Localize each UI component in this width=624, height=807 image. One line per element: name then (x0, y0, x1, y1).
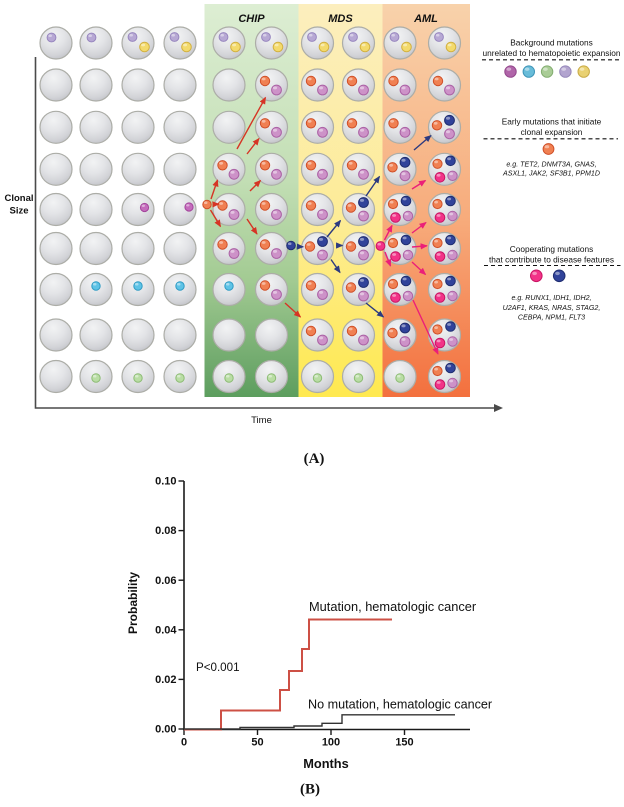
svg-text:150: 150 (395, 737, 413, 749)
svg-text:(A): (A) (304, 451, 325, 467)
svg-text:P<0.001: P<0.001 (196, 661, 240, 674)
svg-text:U2AF1, KRAS, NRAS, STAG2,: U2AF1, KRAS, NRAS, STAG2, (503, 304, 601, 312)
svg-text:Cooperating mutations: Cooperating mutations (510, 244, 593, 254)
svg-text:50: 50 (251, 737, 263, 749)
svg-text:e.g. TET2, DNMT3A, GNAS,: e.g. TET2, DNMT3A, GNAS, (506, 161, 596, 169)
svg-text:(B): (B) (300, 782, 320, 798)
svg-text:Probability: Probability (126, 572, 140, 634)
svg-text:e.g. RUNX1, IDH1, IDH2,: e.g. RUNX1, IDH1, IDH2, (511, 294, 591, 302)
svg-text:Early mutations that initiate: Early mutations that initiate (502, 116, 602, 126)
svg-text:No mutation, hematologic cance: No mutation, hematologic cancer (308, 698, 492, 712)
svg-text:Mutation, hematologic cancer: Mutation, hematologic cancer (309, 599, 477, 614)
svg-text:0: 0 (181, 737, 187, 749)
svg-text:0.06: 0.06 (155, 575, 176, 587)
svg-text:0.10: 0.10 (155, 476, 176, 488)
svg-text:clonal expansion: clonal expansion (521, 127, 583, 137)
svg-text:ASXL1, JAK2, SF3B1, PPM1D: ASXL1, JAK2, SF3B1, PPM1D (502, 169, 600, 177)
svg-text:Clonal: Clonal (4, 193, 33, 204)
svg-text:Size: Size (9, 206, 28, 217)
svg-text:MDS: MDS (328, 13, 353, 25)
svg-text:that contribute to disease fea: that contribute to disease features (489, 254, 614, 264)
svg-text:Months: Months (303, 756, 349, 771)
svg-text:Background mutations: Background mutations (510, 38, 593, 48)
svg-text:0.00: 0.00 (155, 724, 176, 736)
svg-text:Time: Time (251, 415, 272, 426)
svg-text:0.04: 0.04 (155, 624, 177, 636)
svg-text:CHIP: CHIP (238, 13, 265, 25)
svg-text:100: 100 (322, 737, 340, 749)
svg-text:AML: AML (413, 13, 438, 25)
svg-text:0.02: 0.02 (155, 674, 176, 686)
svg-text:0.08: 0.08 (155, 525, 176, 537)
svg-text:CEBPA, NPM1, FLT3: CEBPA, NPM1, FLT3 (518, 314, 585, 322)
svg-text:unrelated to hematopoietic exp: unrelated to hematopoietic expansion (483, 48, 621, 58)
